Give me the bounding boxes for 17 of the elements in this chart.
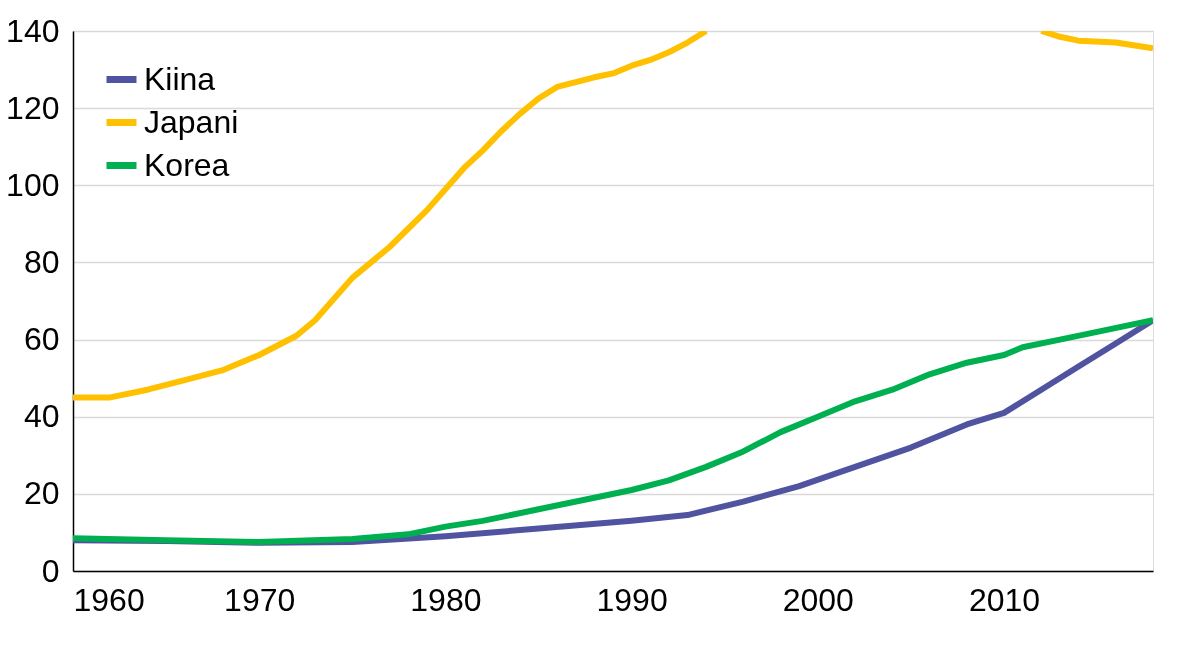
x-tick-label: 2000: [782, 581, 854, 618]
y-tick-label: 80: [23, 243, 60, 280]
y-tick-label: 120: [6, 89, 60, 126]
x-tick-label: 2010: [968, 581, 1041, 618]
y-tick-label: 40: [23, 398, 60, 435]
y-tick-label: 60: [23, 321, 60, 358]
legend-label: Japani: [144, 103, 239, 140]
x-tick-label: 1980: [410, 581, 482, 618]
y-tick-label: 140: [6, 12, 60, 49]
y-tick-label: 100: [6, 166, 60, 203]
x-tick-label: 1960: [73, 581, 145, 618]
x-tick-label: 1970: [224, 581, 296, 618]
y-tick-label: 0: [41, 552, 60, 589]
y-tick-label: 20: [23, 475, 60, 512]
legend-label: Korea: [144, 146, 230, 183]
x-tick-label: 1990: [596, 581, 668, 618]
legend-label: Kiina: [144, 60, 216, 97]
